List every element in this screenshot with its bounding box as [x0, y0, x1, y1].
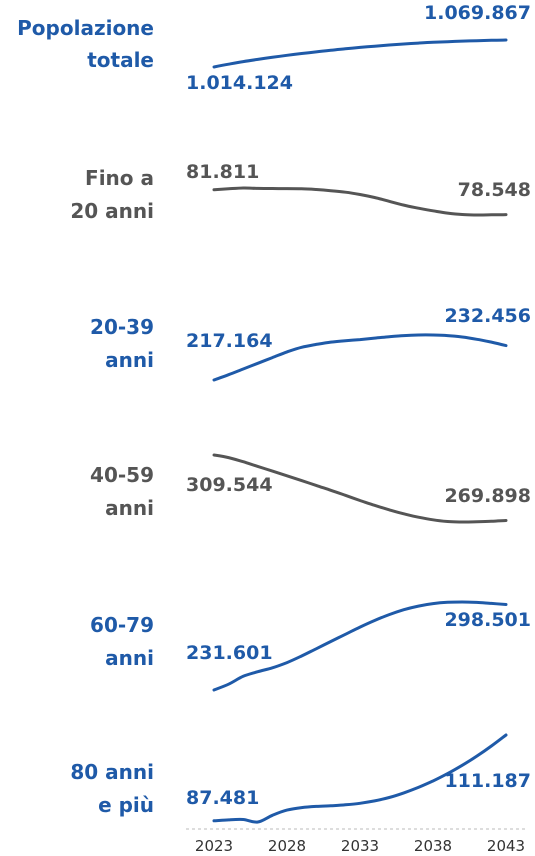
start-value-label: 217.164: [186, 330, 273, 352]
end-value-label: 232.456: [444, 305, 531, 327]
end-value-label: 269.898: [444, 485, 531, 507]
row-label-line: 20-39: [90, 315, 154, 339]
end-value-label: 111.187: [444, 770, 531, 792]
series-line: [212, 453, 508, 524]
x-tick-label: 2028: [268, 837, 306, 855]
series-line: [212, 600, 508, 692]
series-line: [212, 186, 508, 217]
end-value-label: 1.069.867: [424, 2, 531, 24]
row-label-line: anni: [105, 348, 154, 372]
row-label-line: Fino a: [85, 166, 154, 190]
row-label-line: 40-59: [90, 463, 154, 487]
series-line: [212, 733, 508, 824]
start-value-label: 1.014.124: [186, 72, 293, 94]
series-line: [212, 333, 508, 382]
row-label-line: 80 anni: [70, 760, 154, 784]
row-label-line: 20 anni: [70, 199, 154, 223]
start-value-label: 309.544: [186, 474, 273, 496]
end-value-label: 298.501: [444, 609, 531, 631]
row-label-line: anni: [105, 646, 154, 670]
series-line: [212, 38, 508, 69]
x-tick-label: 2038: [414, 837, 452, 855]
x-tick-label: 2023: [195, 837, 233, 855]
row-label-line: anni: [105, 496, 154, 520]
x-tick-label: 2033: [341, 837, 379, 855]
row-label-line: 60-79: [90, 613, 154, 637]
start-value-label: 81.811: [186, 161, 259, 183]
x-tick-label: 2043: [487, 837, 525, 855]
row-label-line: totale: [87, 48, 154, 72]
start-value-label: 87.481: [186, 787, 259, 809]
start-value-label: 231.601: [186, 642, 273, 664]
row-label-line: Popolazione: [17, 16, 154, 40]
end-value-label: 78.548: [458, 179, 531, 201]
row-label-line: e più: [98, 793, 154, 817]
